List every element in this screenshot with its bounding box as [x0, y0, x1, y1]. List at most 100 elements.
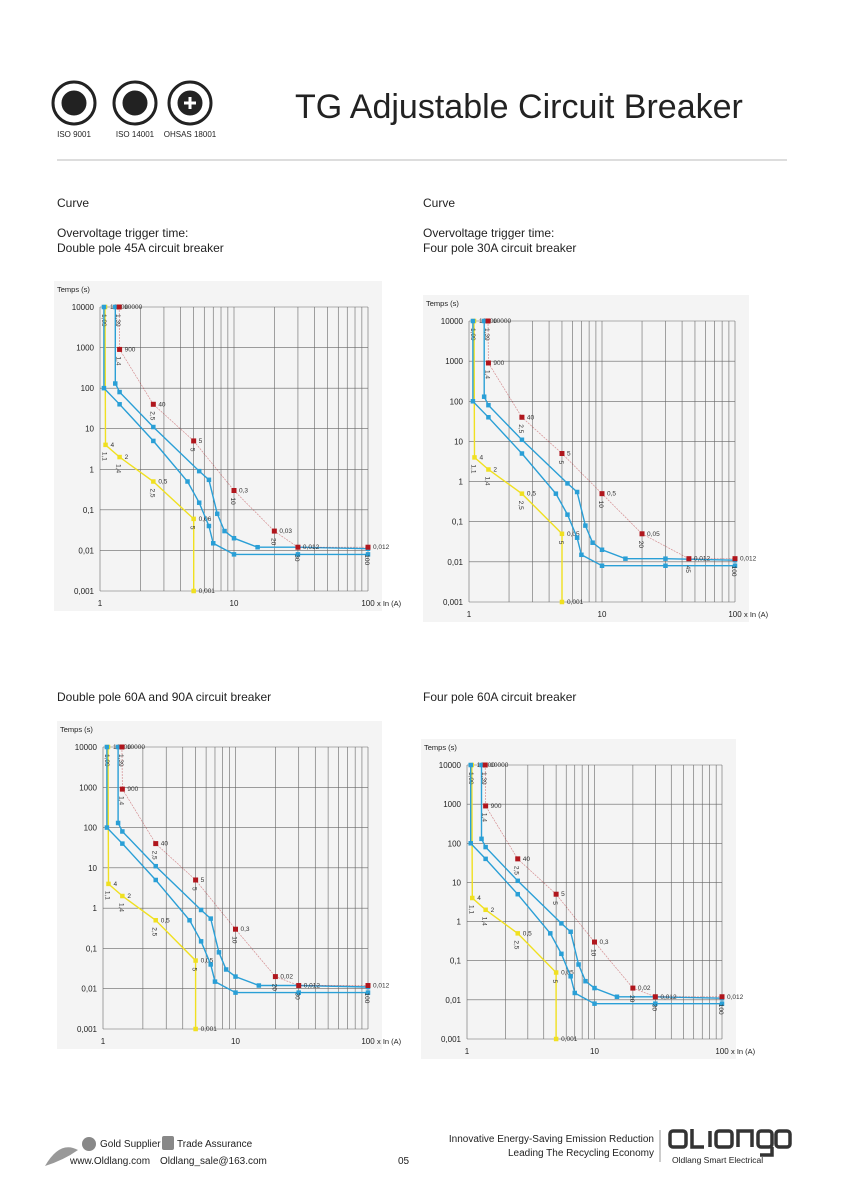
x-value-label: 1,1	[103, 891, 110, 900]
point-label: 40	[161, 841, 169, 848]
y-tick-label: 10	[452, 878, 461, 887]
data-point	[559, 531, 565, 537]
cert-label: OHSAS 18001	[164, 130, 217, 139]
y-tick-label: 0,001	[441, 1035, 462, 1044]
data-point	[191, 438, 197, 444]
y-tick-label: 1000	[445, 357, 463, 366]
x-value-label: 10	[229, 497, 236, 505]
x-value-label: 1,39	[117, 754, 124, 767]
chart-panel	[54, 281, 382, 611]
point-label: 0,03	[279, 528, 292, 535]
x-axis-label: x In (A)	[377, 599, 402, 608]
y-tick-label: 0,01	[445, 996, 461, 1005]
data-point	[553, 970, 559, 975]
data-point	[231, 552, 237, 557]
data-point	[663, 563, 668, 568]
y-tick-label: 10000	[439, 761, 462, 770]
data-point	[151, 479, 156, 484]
data-point	[113, 304, 118, 310]
y-tick-label: 1	[90, 465, 95, 474]
point-label: 5	[567, 451, 571, 458]
series-line	[471, 764, 557, 1039]
y-tick-label: 1	[459, 478, 464, 487]
trade-assurance: Trade Assurance	[177, 1139, 253, 1150]
x-value-label: 100	[363, 993, 370, 1004]
x-tick-label: 100	[361, 599, 375, 608]
y-tick-label: 0,001	[77, 1025, 98, 1034]
x-tick-label: 10	[231, 1037, 240, 1046]
x-tick-label: 1	[98, 599, 103, 608]
point-label: 10000	[493, 318, 511, 325]
data-point	[231, 487, 237, 493]
data-point	[483, 856, 488, 862]
x-value-label: 5	[191, 887, 198, 891]
x-value-label: 10	[597, 501, 604, 509]
data-point	[614, 994, 620, 1000]
data-point	[272, 974, 278, 980]
data-point	[519, 414, 525, 420]
x-tick-label: 100	[361, 1037, 375, 1046]
series-line	[484, 764, 722, 998]
page-title: TG Adjustable Circuit Breaker	[295, 88, 743, 126]
point-label: 900	[127, 786, 138, 793]
point-label: 0,012	[740, 556, 757, 563]
x-value-label: 2,5	[148, 411, 155, 420]
point-label: 0,001	[567, 599, 584, 606]
x-axis-label: x In (A)	[377, 1037, 402, 1046]
point-label: 40	[523, 856, 531, 863]
data-point	[215, 511, 220, 517]
point-label: 0,001	[201, 1026, 218, 1033]
x-tick-label: 100	[728, 610, 742, 619]
data-point	[198, 907, 204, 913]
y-tick-label: 1000	[79, 783, 97, 792]
point-label: 0,5	[158, 478, 167, 485]
y-tick-label: 0,1	[452, 518, 464, 527]
y-axis-label: Temps (s)	[60, 725, 93, 734]
y-tick-label: 1000	[76, 344, 94, 353]
data-point	[732, 563, 738, 568]
point-label: 5	[201, 877, 205, 884]
data-point	[639, 531, 645, 537]
x-value-label: 45	[684, 566, 691, 574]
data-point	[574, 489, 580, 495]
data-point	[592, 939, 597, 945]
point-label: 0,012	[304, 983, 321, 990]
data-point	[482, 762, 488, 768]
y-tick-label: 0,01	[81, 985, 97, 994]
data-point	[113, 381, 118, 386]
cert-logos	[51, 80, 213, 126]
point-label: 10000	[490, 762, 508, 769]
slogan: Innovative Energy-Saving Emission Reduct…	[449, 1134, 654, 1145]
x-value-label: 5	[557, 461, 564, 465]
point-label: 4	[113, 881, 117, 888]
data-point	[483, 907, 488, 913]
data-point	[485, 318, 491, 324]
data-point	[295, 544, 301, 550]
y-tick-label: 1	[457, 918, 462, 927]
x-tick-label: 1	[467, 610, 472, 619]
point-label: 4	[477, 895, 481, 902]
point-label: 10000	[127, 744, 145, 751]
point-label: 0,05	[567, 531, 580, 538]
section-caption: Four pole 60A circuit breaker	[423, 690, 576, 704]
data-point	[623, 556, 628, 561]
section-subheading: Overvoltage trigger time:	[423, 226, 554, 240]
y-axis-label: Temps (s)	[424, 743, 457, 752]
data-point	[115, 744, 121, 750]
data-point	[548, 931, 553, 936]
series-line	[107, 746, 197, 1029]
data-point	[599, 491, 605, 497]
series-line	[473, 320, 563, 602]
data-point	[119, 744, 125, 750]
y-tick-label: 0,01	[447, 558, 463, 567]
x-value-label: 5	[189, 526, 196, 530]
point-label: 2	[493, 466, 497, 473]
data-point	[101, 304, 107, 310]
data-point	[198, 939, 204, 944]
x-value-label: 1,39	[480, 772, 487, 785]
data-point	[255, 544, 260, 550]
data-point	[233, 990, 238, 995]
point-label: 0,012	[373, 544, 390, 551]
x-value-label: 2,5	[151, 851, 158, 860]
